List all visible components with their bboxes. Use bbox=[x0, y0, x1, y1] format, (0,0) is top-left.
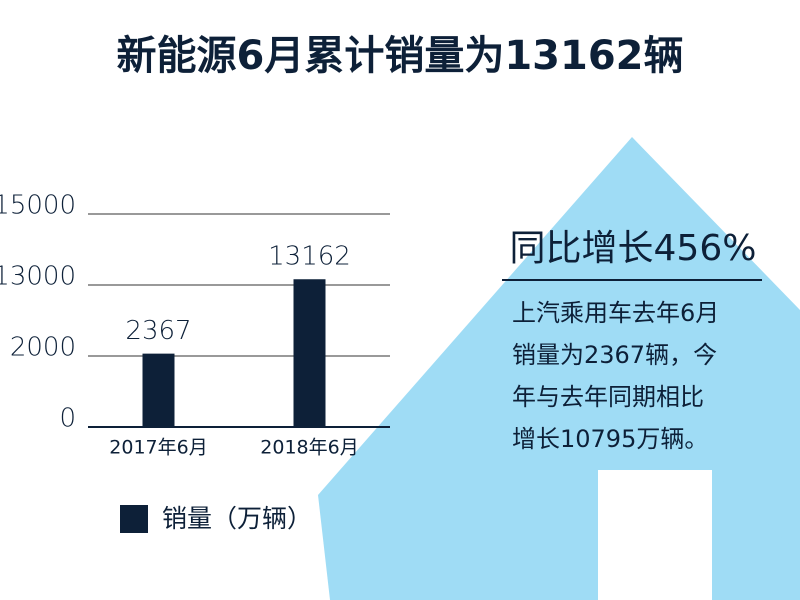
y-tick-label: 2000 bbox=[10, 333, 76, 363]
callout-text: 销量为2367辆，今 bbox=[512, 341, 717, 369]
legend-swatch bbox=[120, 505, 148, 533]
x-tick-label: 2017年6月 bbox=[109, 437, 207, 459]
value-label: 2367 bbox=[125, 316, 191, 346]
value-label: 13162 bbox=[268, 242, 351, 272]
bar bbox=[293, 279, 326, 427]
y-tick-label: 0 bbox=[59, 404, 76, 434]
legend-label: 销量（万辆） bbox=[162, 504, 312, 533]
arrow-notch bbox=[712, 470, 800, 600]
y-tick-label: 13000 bbox=[0, 262, 76, 292]
x-tick-label: 2018年6月 bbox=[260, 437, 358, 459]
bar bbox=[142, 353, 175, 427]
callout-text: 上汽乘用车去年6月 bbox=[512, 299, 719, 327]
callout-text: 年与去年同期相比 bbox=[512, 383, 704, 411]
callout-text: 增长10795万辆。 bbox=[512, 425, 708, 453]
callout-headline: 同比增长456% bbox=[510, 228, 757, 269]
chart-title: 新能源6月累计销量为13162辆 bbox=[117, 33, 684, 79]
y-tick-label: 15000 bbox=[0, 191, 76, 221]
arrow-notch bbox=[598, 470, 712, 600]
